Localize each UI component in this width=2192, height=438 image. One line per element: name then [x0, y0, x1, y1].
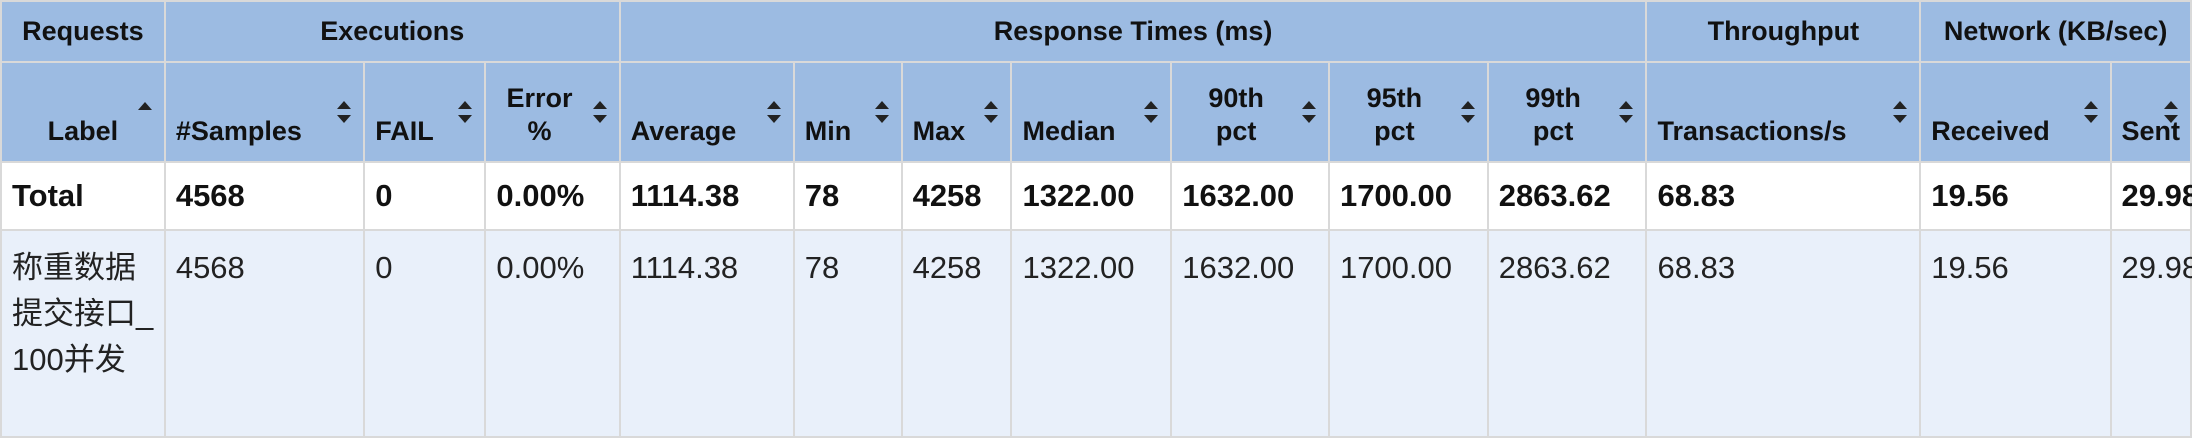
col-header-sent[interactable]: Sent	[2109, 61, 2192, 163]
row-p95: 1700.00	[1327, 229, 1489, 438]
col-header-median[interactable]: Median	[1010, 61, 1173, 163]
total-median: 1322.00	[1010, 161, 1173, 231]
col-header-samples[interactable]: #Samples	[163, 61, 366, 163]
total-max: 4258	[900, 161, 1013, 231]
total-fail: 0	[363, 161, 487, 231]
col-header-error-pct[interactable]: Error %	[484, 61, 621, 163]
group-response-times: Response Times (ms)	[618, 0, 1648, 63]
sort-ascending-icon	[137, 102, 152, 112]
sort-icon	[1301, 101, 1316, 123]
sort-icon	[458, 101, 473, 123]
col-header-label[interactable]: Label	[0, 61, 166, 163]
group-executions: Executions	[163, 0, 621, 63]
sort-icon	[1460, 101, 1475, 123]
column-header-row: Label #Samples FAIL Error % Average Min …	[0, 61, 2192, 163]
row-min: 78	[792, 229, 903, 438]
col-header-received[interactable]: Received	[1919, 61, 2112, 163]
total-samples: 4568	[163, 161, 366, 231]
total-p90: 1632.00	[1170, 161, 1330, 231]
total-p95: 1700.00	[1327, 161, 1489, 231]
total-sent: 29.98	[2109, 161, 2192, 231]
col-header-min[interactable]: Min	[792, 61, 903, 163]
row-received: 19.56	[1919, 229, 2112, 438]
col-header-fail[interactable]: FAIL	[363, 61, 487, 163]
sort-icon	[2083, 101, 2098, 123]
col-header-average[interactable]: Average	[618, 61, 795, 163]
group-header-row: Requests Executions Response Times (ms) …	[0, 0, 2192, 63]
row-p99: 2863.62	[1486, 229, 1648, 438]
col-header-p99[interactable]: 99th pct	[1486, 61, 1648, 163]
row-samples: 4568	[163, 229, 366, 438]
row-sent: 29.98	[2109, 229, 2192, 438]
total-transactions: 68.83	[1645, 161, 1922, 231]
sort-icon	[2164, 101, 2178, 123]
total-label: Total	[0, 161, 166, 231]
sort-icon	[874, 101, 889, 123]
row-transactions: 68.83	[1645, 229, 1922, 438]
row-p90: 1632.00	[1170, 229, 1330, 438]
sort-icon	[984, 101, 999, 123]
total-row: Total 4568 0 0.00% 1114.38 78 4258 1322.…	[0, 161, 2192, 231]
col-header-p95[interactable]: 95th pct	[1327, 61, 1489, 163]
row-max: 4258	[900, 229, 1013, 438]
col-header-transactions[interactable]: Transactions/s	[1645, 61, 1922, 163]
sort-icon	[1893, 101, 1908, 123]
table-row: 称重数据提交接口_100并发 4568 0 0.00% 1114.38 78 4…	[0, 229, 2192, 438]
total-received: 19.56	[1919, 161, 2112, 231]
row-average: 1114.38	[618, 229, 795, 438]
row-median: 1322.00	[1010, 229, 1173, 438]
col-header-p90[interactable]: 90th pct	[1170, 61, 1330, 163]
sort-icon	[1144, 101, 1159, 123]
row-label: 称重数据提交接口_100并发	[0, 229, 166, 438]
sort-icon	[592, 101, 607, 123]
group-requests: Requests	[0, 0, 166, 63]
row-error-pct: 0.00%	[484, 229, 621, 438]
row-fail: 0	[363, 229, 487, 438]
total-min: 78	[792, 161, 903, 231]
sort-icon	[1619, 101, 1634, 123]
sort-icon	[766, 101, 781, 123]
total-average: 1114.38	[618, 161, 795, 231]
total-error-pct: 0.00%	[484, 161, 621, 231]
sort-icon	[337, 101, 352, 123]
group-network: Network (KB/sec)	[1919, 0, 2192, 63]
col-header-max[interactable]: Max	[900, 61, 1013, 163]
group-throughput: Throughput	[1645, 0, 1922, 63]
total-p99: 2863.62	[1486, 161, 1648, 231]
